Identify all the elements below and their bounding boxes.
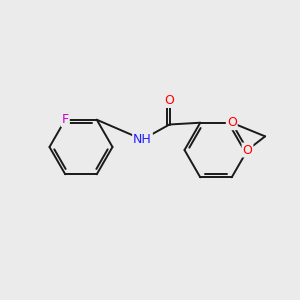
Text: NH: NH [133, 133, 152, 146]
Text: O: O [165, 94, 174, 107]
Text: O: O [227, 116, 237, 129]
Text: F: F [62, 113, 69, 126]
Text: O: O [243, 143, 252, 157]
